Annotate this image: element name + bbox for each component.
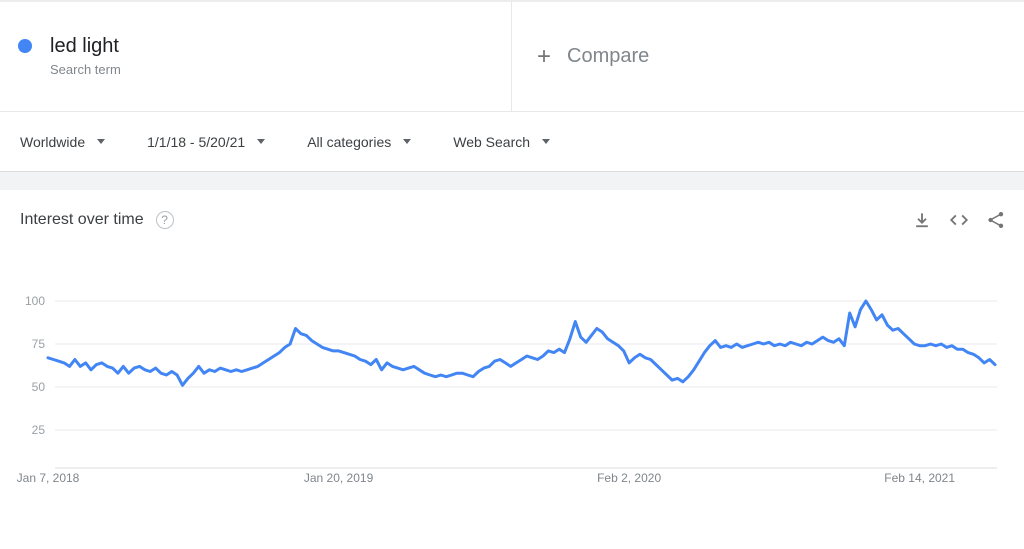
chart-actions — [912, 210, 1006, 230]
help-icon[interactable]: ? — [155, 211, 174, 229]
filter-time-range-label: 1/1/18 - 5/20/21 — [147, 133, 246, 150]
chevron-down-icon — [542, 139, 551, 144]
y-axis-label: 25 — [31, 423, 45, 437]
plus-icon: + — [537, 42, 552, 70]
search-terms-row: led light Search term + Compare — [0, 2, 1024, 112]
trend-line[interactable] — [46, 299, 997, 387]
chevron-down-icon — [257, 139, 266, 144]
chevron-down-icon — [97, 139, 106, 144]
filter-bar: Worldwide 1/1/18 - 5/20/21 All categorie… — [0, 112, 1024, 172]
y-axis-label: 50 — [31, 380, 45, 394]
compare-label: Compare — [567, 45, 650, 67]
share-icon[interactable] — [986, 210, 1006, 230]
y-axis-label: 75 — [31, 337, 45, 351]
filter-search-type-label: Web Search — [453, 133, 531, 150]
page-top-divider — [0, 0, 1024, 2]
trend-line-svg[interactable] — [46, 288, 997, 473]
y-axis-label: 100 — [24, 294, 45, 308]
search-term-card[interactable]: led light Search term — [0, 2, 512, 111]
series-color-dot — [18, 39, 32, 53]
interest-over-time-card: Interest over time ? — [0, 190, 1024, 547]
section-gap — [0, 172, 1024, 190]
line-chart: 100 75 50 25 Jan 7, 2018 Jan 20, 2019 Feb 2, 2… — [0, 190, 1024, 547]
filter-category-label: All categories — [307, 133, 392, 150]
chart-header: Interest over time ? — [0, 190, 1024, 230]
filter-geo-label: Worldwide — [20, 133, 86, 150]
chevron-down-icon — [403, 139, 412, 144]
x-axis-label: Feb 2, 2020 — [597, 471, 662, 485]
search-term-type: Search term — [50, 62, 121, 77]
add-comparison-card[interactable]: + Compare — [512, 2, 1024, 111]
embed-icon[interactable] — [948, 210, 970, 230]
x-axis-label: Jan 20, 2019 — [303, 471, 374, 485]
filter-time-range[interactable]: 1/1/18 - 5/20/21 — [147, 133, 266, 150]
search-term-label: led light — [50, 35, 119, 57]
filter-search-type[interactable]: Web Search — [453, 133, 551, 150]
filter-geo[interactable]: Worldwide — [20, 133, 106, 150]
chart-title: Interest over time — [20, 211, 144, 228]
x-axis-label: Feb 14, 2021 — [884, 471, 956, 485]
x-axis-label: Jan 7, 2018 — [16, 471, 80, 485]
filter-category[interactable]: All categories — [307, 133, 412, 150]
download-icon[interactable] — [912, 210, 932, 230]
